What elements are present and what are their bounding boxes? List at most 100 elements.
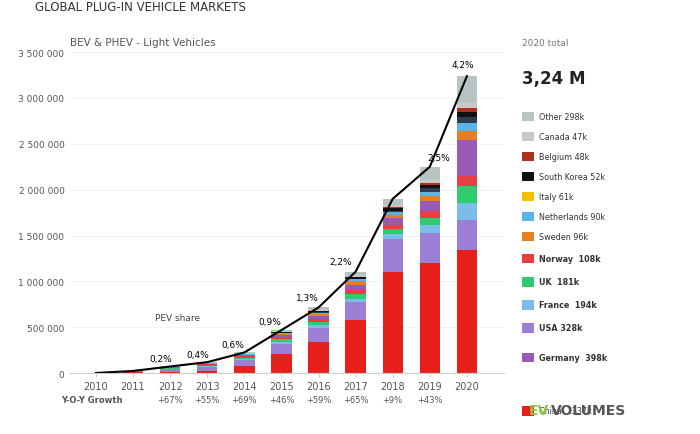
Bar [382,207,403,209]
Text: 1,3%: 1,3% [296,293,318,302]
Bar [382,209,403,211]
Bar [271,340,292,342]
Bar [456,140,477,177]
Bar [345,282,366,285]
Bar [456,177,477,187]
Text: 2,2%: 2,2% [330,258,352,267]
Bar [456,118,477,123]
Text: PEV share: PEV share [155,313,200,322]
Bar [197,366,218,367]
Bar [419,263,440,373]
Text: Italy 61k: Italy 61k [539,193,573,201]
Bar [419,192,440,196]
Text: BEV & PHEV - Light Vehicles: BEV & PHEV - Light Vehicles [57,38,216,48]
Text: VOLUMES: VOLUMES [551,403,626,417]
Bar [456,108,477,113]
Bar [419,234,440,263]
Text: 0,9%: 0,9% [259,317,281,326]
Text: Canada 47k: Canada 47k [539,133,587,141]
Bar [456,203,477,221]
Bar [382,273,403,373]
Bar [271,334,292,335]
Text: 0,4%: 0,4% [187,350,209,359]
Bar [234,358,255,359]
Bar [419,189,440,192]
Bar [308,310,329,311]
Text: 2,5%: 2,5% [428,154,451,163]
Bar [197,367,218,372]
Bar [308,313,329,314]
Bar [419,180,440,183]
Bar [345,290,366,294]
Bar [308,326,329,328]
Bar [197,372,218,373]
Bar [382,199,403,205]
Bar [271,335,292,337]
Bar [160,372,181,373]
Bar [345,320,366,373]
Bar [197,364,218,365]
Bar [308,342,329,373]
Bar [271,354,292,373]
Bar [271,344,292,354]
Text: 4,2%: 4,2% [452,61,475,70]
Bar [456,77,477,104]
Bar [234,356,255,358]
Bar [234,353,255,354]
Bar [345,302,366,320]
Bar [382,215,403,219]
Bar [234,355,255,356]
Bar [345,277,366,278]
Bar [197,365,218,366]
Bar [382,219,403,225]
Text: Sweden 96k: Sweden 96k [539,233,588,241]
Bar [419,183,440,186]
Text: Norway  108k: Norway 108k [539,255,601,263]
Bar [456,113,477,118]
Bar [419,218,440,226]
Bar [456,251,477,373]
Bar [271,333,292,334]
Text: UK  181k: UK 181k [539,278,579,286]
Text: Y-O-Y Growth: Y-O-Y Growth [62,395,122,404]
Bar [382,235,403,240]
Text: +46%: +46% [269,395,294,404]
Text: China  1337k: China 1337k [539,407,592,415]
Bar [308,322,329,326]
Bar [456,221,477,251]
Bar [345,294,366,299]
Bar [308,308,329,310]
Bar [308,328,329,342]
Text: GLOBAL PLUG-IN VEHICLE MARKETS: GLOBAL PLUG-IN VEHICLE MARKETS [35,1,246,14]
Bar [308,319,329,322]
Bar [382,240,403,273]
Bar [456,123,477,132]
Text: +43%: +43% [417,395,442,404]
Bar [271,342,292,344]
Bar [308,312,329,313]
Text: +59%: +59% [306,395,331,404]
Text: South Korea 52k: South Korea 52k [539,173,606,181]
Text: EV: EV [528,403,549,417]
Text: Netherlands 90k: Netherlands 90k [539,213,606,221]
Bar [382,205,403,207]
Bar [345,285,366,290]
Text: USA 328k: USA 328k [539,324,582,332]
Bar [308,316,329,319]
Text: Other 298k: Other 298k [539,113,584,122]
Bar [345,278,366,279]
Bar [456,132,477,140]
Text: 0,6%: 0,6% [222,340,245,349]
Bar [308,311,329,312]
Bar [345,280,366,282]
Bar [345,279,366,280]
Bar [160,369,181,372]
Bar [123,372,144,373]
Bar [271,337,292,340]
Bar [234,359,255,360]
Text: 3,24 M: 3,24 M [522,69,585,87]
Bar [419,211,440,218]
Text: Belgium 48k: Belgium 48k [539,153,589,161]
Bar [382,230,403,235]
Text: +69%: +69% [232,395,257,404]
